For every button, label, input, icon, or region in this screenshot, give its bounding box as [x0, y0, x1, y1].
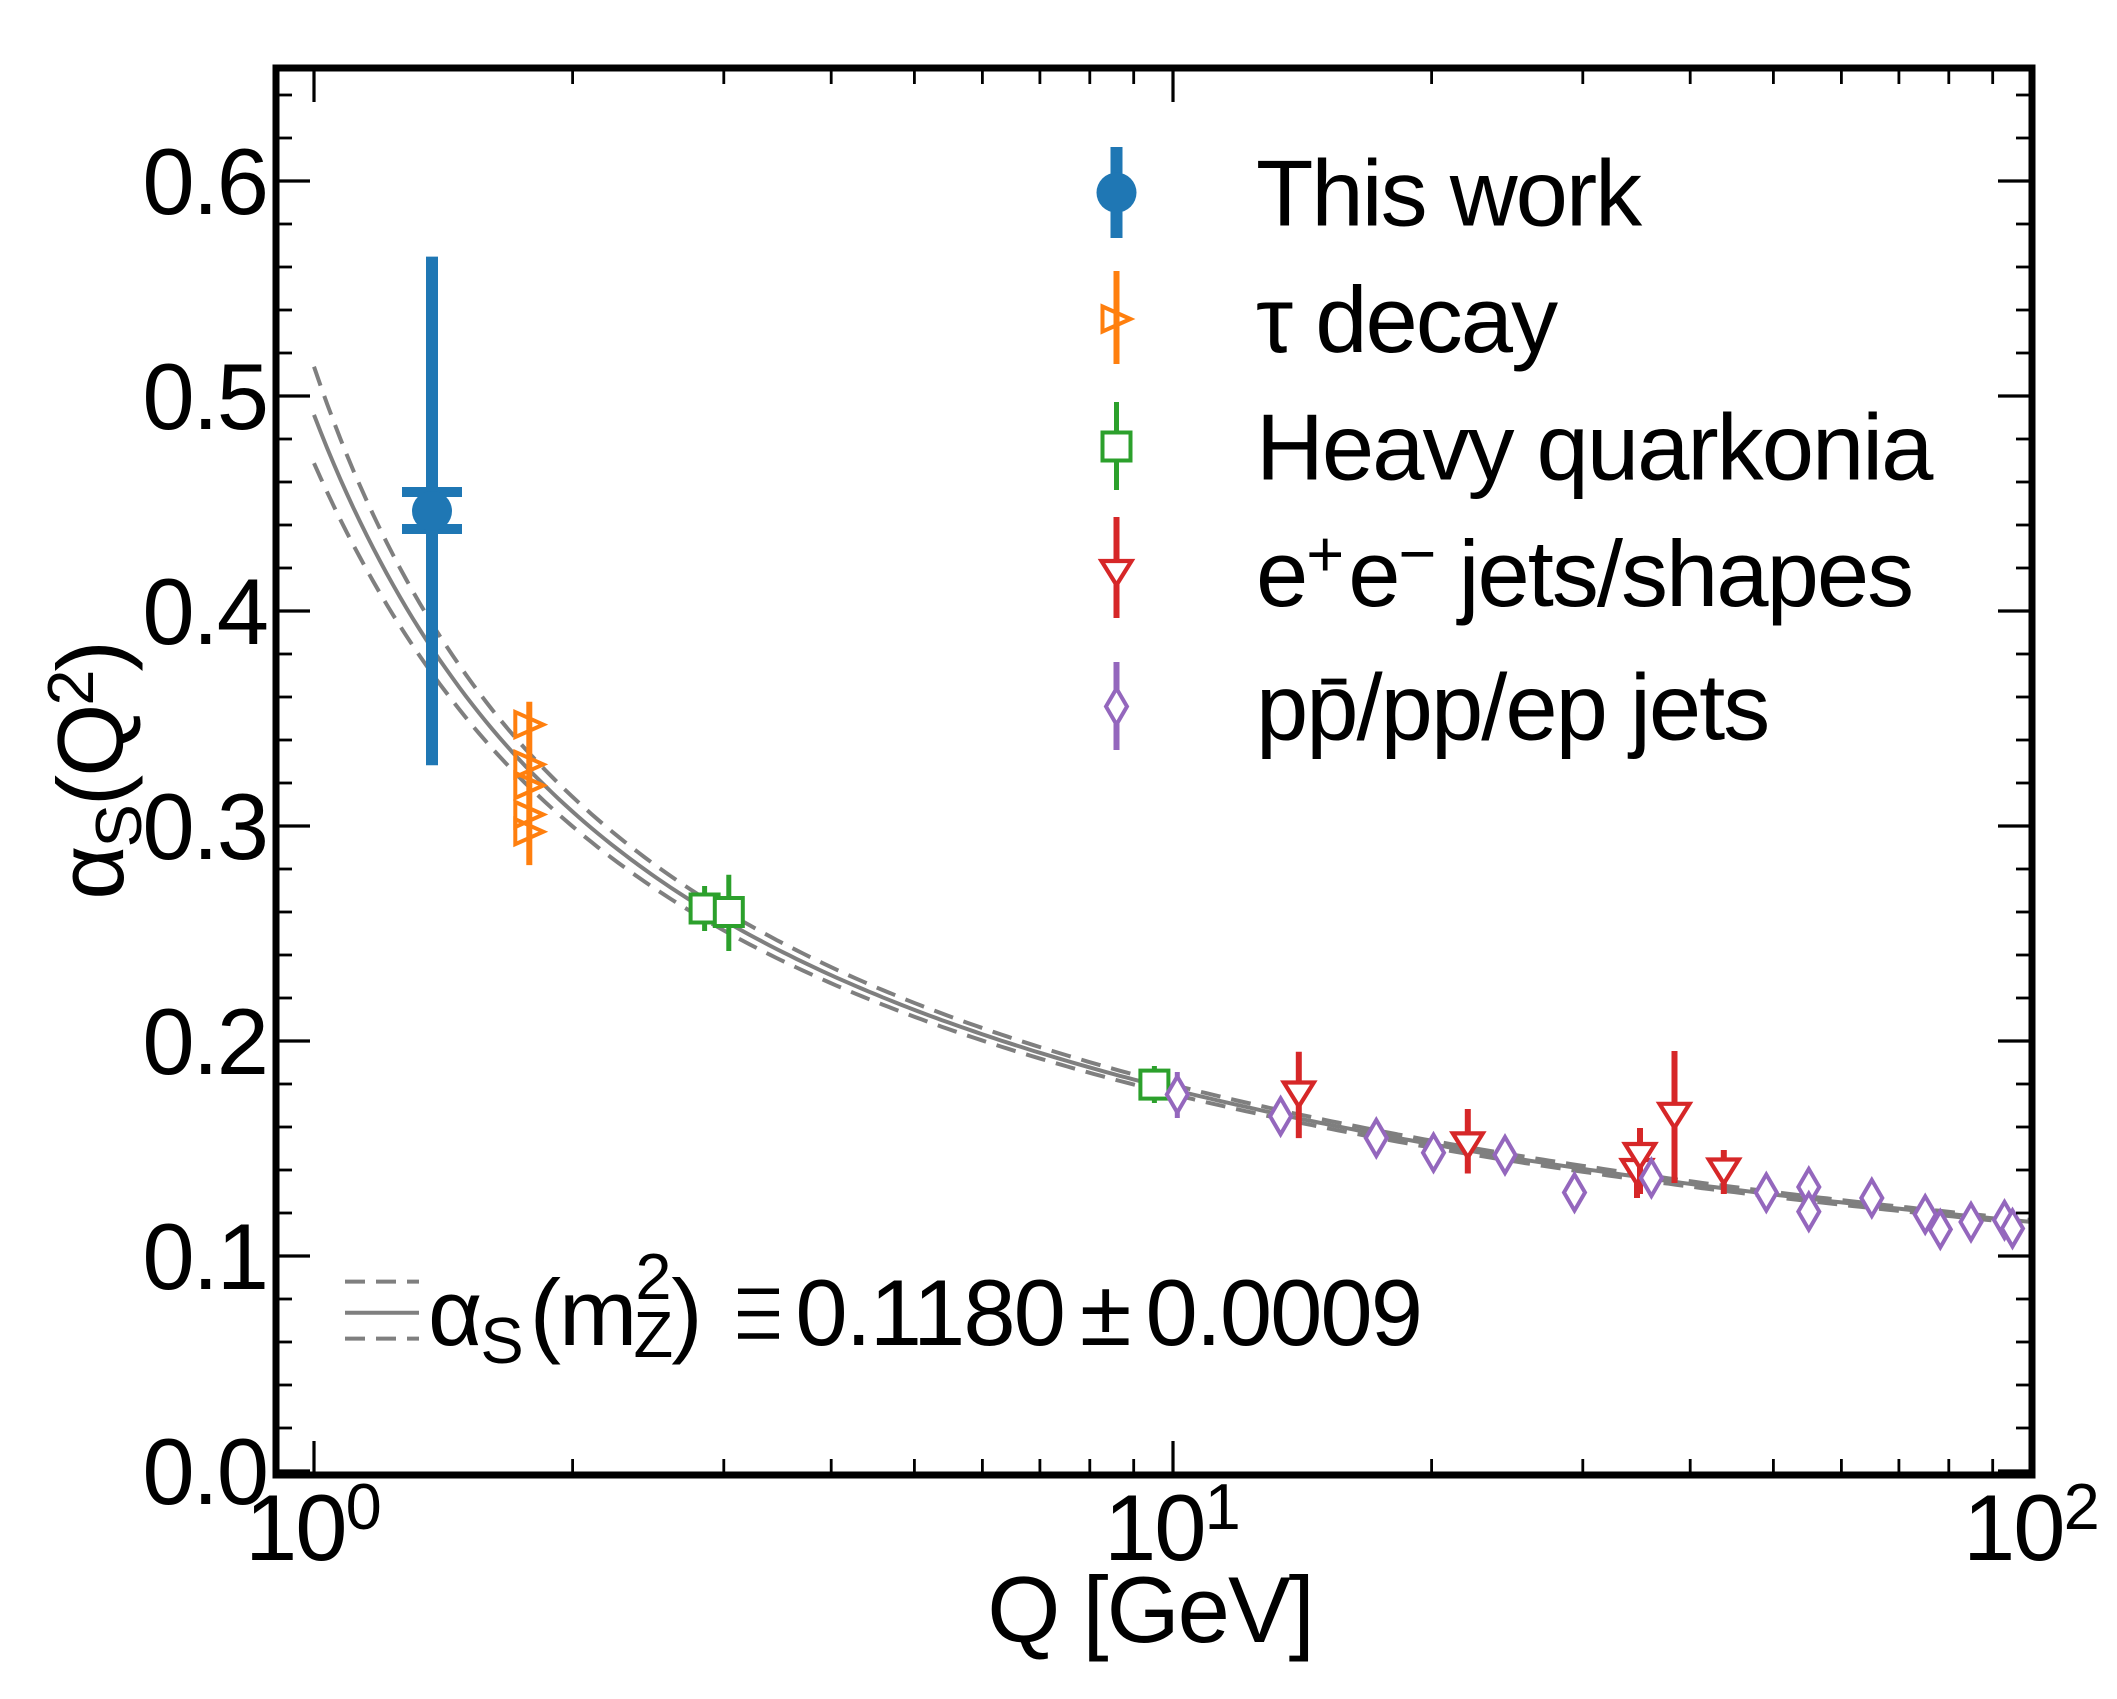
svg-text:Q [GeV]: Q [GeV] [987, 1557, 1313, 1662]
svg-text:0.6: 0.6 [142, 129, 267, 234]
svg-text:e+e− jets/shapes: e+e− jets/shapes [1256, 517, 1912, 626]
svg-text:0.1: 0.1 [142, 1204, 267, 1309]
svg-text:102: 102 [1963, 1470, 2098, 1580]
svg-text:0.4: 0.4 [142, 559, 267, 664]
svg-text:This work: This work [1256, 141, 1643, 246]
svg-text:αS(Q2): αS(Q2) [34, 642, 155, 900]
svg-text:τ decay: τ decay [1256, 267, 1558, 372]
svg-text:0.5: 0.5 [142, 344, 267, 449]
svg-text:Heavy quarkonia: Heavy quarkonia [1256, 395, 1934, 500]
svg-text:pp̄/pp/ep jets: pp̄/pp/ep jets [1256, 655, 1768, 760]
svg-text:101: 101 [1104, 1470, 1239, 1580]
svg-text:0.2: 0.2 [142, 989, 267, 1094]
svg-text:0.0: 0.0 [142, 1419, 267, 1524]
svg-text:αS(m2Z)≡0.1180±0.0009: αS(m2Z)≡0.1180±0.0009 [428, 1240, 1421, 1377]
svg-text:0.3: 0.3 [142, 774, 267, 879]
